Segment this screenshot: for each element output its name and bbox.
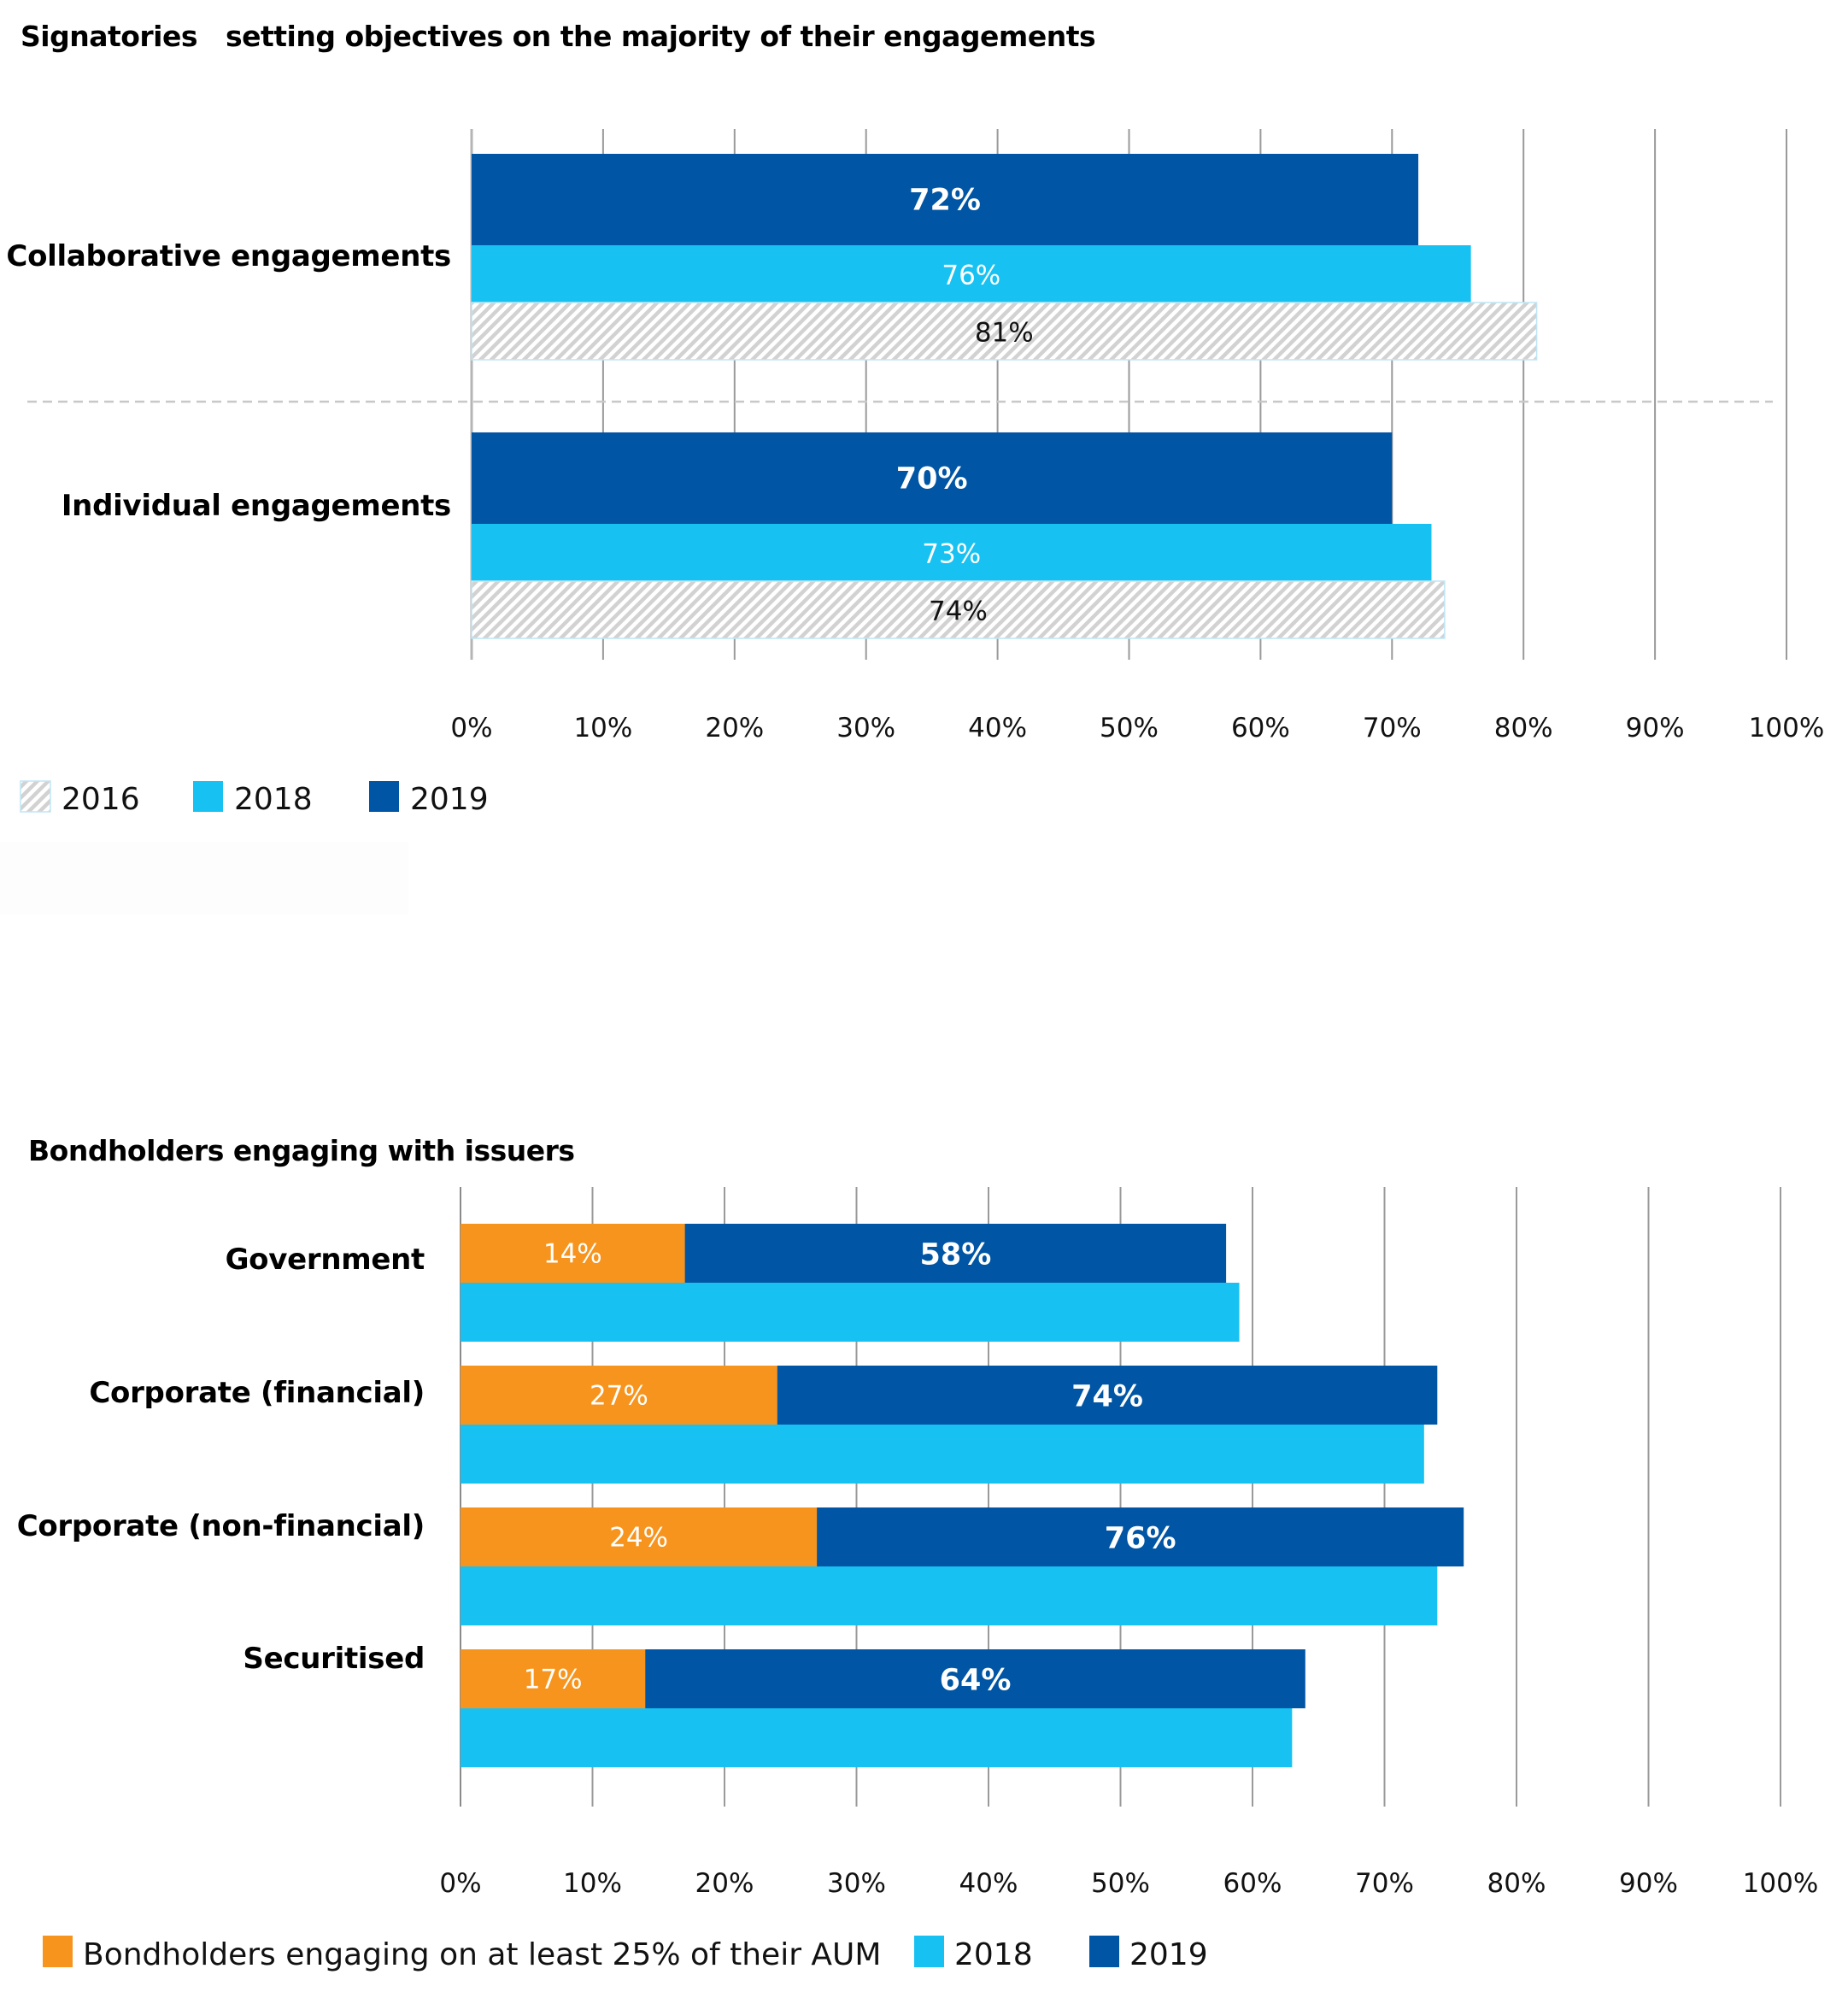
x-tick-label: 30% <box>836 713 895 743</box>
x-tick-label: 20% <box>695 1868 754 1899</box>
data-label: 74% <box>1071 1380 1143 1414</box>
legend-swatch-y2018 <box>914 1936 944 1967</box>
data-label: 24% <box>609 1523 668 1554</box>
x-tick-label: 70% <box>1355 1868 1414 1899</box>
data-label: 17% <box>524 1665 583 1695</box>
data-label: 14% <box>543 1239 602 1270</box>
category-label: Corporate (financial) <box>89 1376 425 1410</box>
legend-swatch-orange <box>43 1936 73 1967</box>
bar-2016 <box>471 580 1446 639</box>
chart2-legend: Bondholders engaging on at least 25% of … <box>43 1936 1208 1972</box>
chart1-title: Signatories setting objectives on the ma… <box>21 20 1095 53</box>
bar-2018 <box>461 1566 1438 1625</box>
bar-2018 <box>461 1708 1293 1767</box>
legend-swatch-2019 <box>369 781 399 812</box>
bar-2019 <box>472 432 1393 524</box>
category-label: Corporate (non-financial) <box>17 1509 425 1543</box>
category-label: Collaborative engagements <box>6 239 451 273</box>
category-label: Securitised <box>243 1642 425 1676</box>
bar-2018 <box>461 1425 1424 1484</box>
chart2-title: Bondholders engaging with issuers <box>28 1134 575 1167</box>
category-label: Government <box>226 1243 425 1277</box>
bar-2018 <box>472 524 1432 581</box>
x-tick-label: 10% <box>563 1868 622 1899</box>
x-tick-label: 90% <box>1619 1868 1678 1899</box>
bar-2018 <box>461 1283 1240 1342</box>
x-tick-label: 0% <box>450 713 492 743</box>
bar-bondholders-25pct-aum <box>461 1649 646 1708</box>
chart1-bars: 72% 76% 81% 70% 73% 74% <box>471 154 1538 639</box>
x-tick-label: 0% <box>439 1868 481 1899</box>
data-label: 70% <box>896 462 968 497</box>
data-label: 64% <box>940 1664 1012 1698</box>
x-tick-label: 30% <box>827 1868 886 1899</box>
legend-swatch-2018 <box>193 781 223 812</box>
bar-2019 <box>472 154 1419 245</box>
legend-label: 2018 <box>234 782 313 817</box>
legend-label: 2019 <box>410 782 489 817</box>
data-label: 74% <box>929 596 988 627</box>
data-label: 76% <box>942 261 1000 291</box>
x-tick-label: 50% <box>1091 1868 1150 1899</box>
legend-swatch-y2019 <box>1089 1936 1119 1967</box>
chart1-category-labels: Collaborative engagements Individual enga… <box>6 239 451 523</box>
data-label: 73% <box>922 539 981 570</box>
x-tick-label: 60% <box>1231 713 1290 743</box>
x-tick-label: 40% <box>968 713 1027 743</box>
data-label: 27% <box>590 1381 648 1412</box>
bar-bondholders-25pct-aum <box>461 1366 777 1425</box>
x-tick-label: 50% <box>1100 713 1159 743</box>
legend-label: 2018 <box>954 1937 1033 1972</box>
x-tick-label: 80% <box>1494 713 1553 743</box>
x-tick-label: 60% <box>1223 1868 1282 1899</box>
x-tick-label: 80% <box>1487 1868 1546 1899</box>
x-tick-label: 10% <box>573 713 632 743</box>
chart1-legend: 2016 2018 2019 <box>20 780 489 817</box>
x-tick-label: 40% <box>959 1868 1018 1899</box>
blank-panel <box>0 842 408 914</box>
chart-objectives: Signatories setting objectives on the ma… <box>6 20 1824 817</box>
chart1-x-tick-labels: 0% 10% 20% 30% 40% 50% 60% 70% 80% 90% 100% <box>450 713 1824 743</box>
data-label: 58% <box>919 1238 991 1272</box>
bar-bondholders-25pct-aum <box>461 1507 818 1566</box>
x-tick-label: 90% <box>1626 713 1685 743</box>
bar-bondholders-25pct-aum <box>461 1224 685 1283</box>
legend-swatch-2016 <box>20 780 51 813</box>
x-tick-label: 100% <box>1743 1868 1819 1899</box>
chart2-x-tick-labels: 0% 10% 20% 30% 40% 50% 60% 70% 80% 90% 100% <box>439 1868 1818 1899</box>
data-label: 81% <box>975 318 1034 349</box>
x-tick-label: 100% <box>1749 713 1825 743</box>
chart2-bars: 14% 58% 27% 74% 24% 76% 17% 64% <box>461 1224 1464 1767</box>
x-tick-label: 20% <box>705 713 764 743</box>
legend-label: 2016 <box>62 782 140 817</box>
chart-bondholders: Bondholders engaging with issuers 14% 58%… <box>17 1134 1819 1972</box>
data-label: 72% <box>909 184 981 218</box>
data-label: 76% <box>1105 1522 1176 1556</box>
legend-label: Bondholders engaging on at least 25% of … <box>83 1937 881 1972</box>
legend-label: 2019 <box>1129 1937 1208 1972</box>
bar-2018 <box>472 245 1471 303</box>
category-label: Individual engagements <box>62 489 451 523</box>
bar-2016 <box>471 302 1538 361</box>
x-tick-label: 70% <box>1363 713 1422 743</box>
chart2-category-labels: Government Corporate (financial) Corporate… <box>17 1243 425 1676</box>
